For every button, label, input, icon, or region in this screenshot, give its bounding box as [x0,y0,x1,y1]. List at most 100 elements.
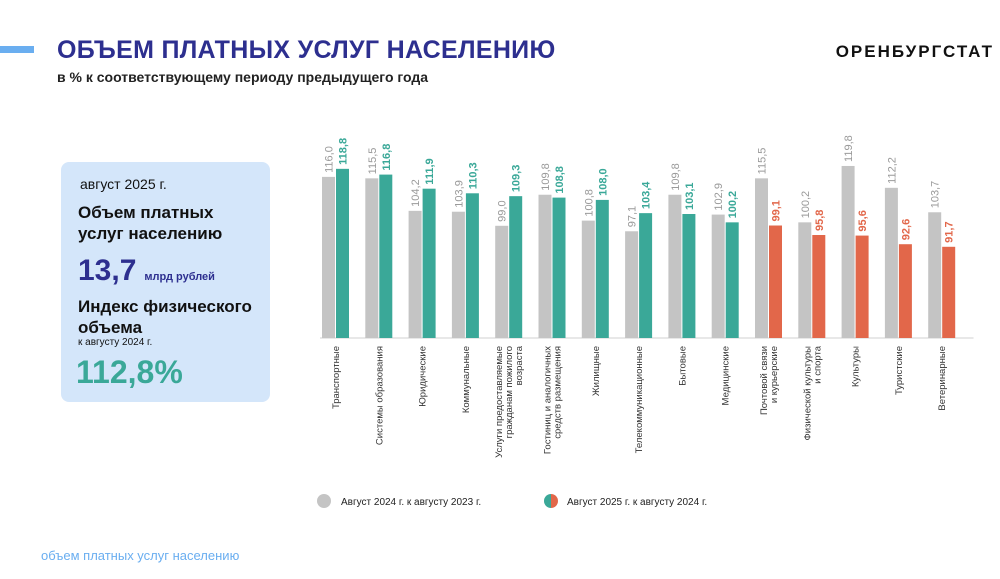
category-group: 102,9 100,2 Медицинские [711,183,739,405]
value-label-current: 116,8 [381,144,393,171]
page-title: ОБЪЕМ ПЛАТНЫХ УСЛУГ НАСЕЛЕНИЮ [57,36,556,64]
category-label: Физической культуры [802,346,813,441]
bar-prev-year [408,210,422,338]
page-subtitle: в % к соответствующему периоду предыдуще… [57,69,429,85]
value-label-prev: 99,0 [497,200,509,221]
category-group: 109,8 108,8 Гостиниц и аналогичных средств … [538,163,566,454]
org-logo-text: ОРЕНБУРГСТАТ [835,42,994,61]
value-label-current: 111,9 [424,158,436,184]
bar-current-year [639,213,653,338]
category-label: Гостиниц и аналогичных [543,346,554,454]
category-label: Услуги предоставляемые [494,346,505,458]
legend-marker-current-left [544,494,551,508]
bar-prev-year [365,178,379,338]
bar-prev-year [581,220,595,338]
category-group: 115,5 116,8 Системы образования [365,144,393,445]
bar-prev-year [668,194,682,338]
value-label-current: 100,2 [727,191,739,219]
bar-current-year [942,246,956,338]
bar-prev-year [538,194,552,338]
value-label-current: 92,6 [900,219,912,240]
category-label: Ветеринарные [937,346,948,411]
category-group: 115,5 99,1 Почтовой связи и курьерские [755,148,783,415]
value-label-prev: 115,5 [757,148,769,175]
bar-prev-year [625,231,639,338]
bar-current-year [855,235,869,338]
category-label: Медицинские [721,346,732,405]
category-label: Телекоммуникационные [634,346,645,453]
bar-current-year [465,193,479,338]
legend: Август 2024 г. к августу 2023 г. Август 2… [317,494,707,508]
category-group: 119,8 95,6 Культуры [841,135,869,387]
footer-caption: объем платных услуг населению [41,548,240,563]
category-label: Почтовой связи [759,346,770,415]
category-label: Туристские [894,346,905,395]
value-label-prev: 104,2 [410,179,422,207]
bar-prev-year [841,165,855,338]
category-group: 100,295,8 Физической культуры и спорта [798,191,826,441]
bar-current-year [422,188,436,338]
bar-prev-year [711,214,725,338]
category-label: Юридические [418,346,429,407]
bar-prev-year [755,178,768,338]
bar-current-year [336,168,349,338]
category-label: и спорта [812,345,823,383]
value-label-current: 108,8 [554,166,566,194]
value-label-prev: 100,2 [800,191,812,219]
card-note: к августу 2024 г. [78,337,153,348]
card-period: август 2025 г. [80,176,167,192]
bar-current-year [379,174,393,338]
value-label-prev: 116,0 [324,146,336,173]
category-label: и курьерские [769,346,780,403]
value-label-prev: 97,1 [627,206,639,227]
value-label-current: 99,1 [771,200,783,221]
bar-prev-year [798,222,812,338]
card-value-row: 13,7 млрд рублей [78,254,215,288]
category-group: 103,791,7 Ветеринарные [928,181,956,411]
bar-current-year [812,235,826,338]
category-label: Бытовые [677,346,688,386]
value-label-prev: 103,9 [453,180,465,208]
value-label-prev: 109,8 [670,163,682,191]
value-label-current: 95,8 [814,210,826,231]
value-label-prev: 115,5 [367,148,379,175]
summary-card: август 2025 г. Объем платных услуг насел… [61,162,270,402]
value-label-current: 103,1 [684,182,696,210]
bar-prev-year [322,176,335,338]
bar-current-year [682,214,696,338]
card-index-value: 112,8% [76,354,183,390]
bar-prev-year [495,225,509,338]
value-label-prev: 100,8 [583,189,595,217]
bar-current-year [769,225,782,338]
category-label: Жилищные [591,346,602,396]
bar-current-year [725,222,739,338]
value-label-prev: 112,2 [886,157,898,184]
value-label-current: 108,0 [597,168,609,196]
value-label-current: 110,3 [467,162,479,189]
bar-current-year [509,196,523,338]
category-label: средств размещения [553,346,564,439]
category-label: Коммунальные [461,346,472,413]
card-value: 13,7 [78,254,137,287]
bar-current-year [595,199,609,338]
card-metric-volume: Объем платных услуг населению [78,203,223,243]
value-label-prev: 102,9 [713,183,725,211]
legend-marker-current-right [551,494,558,508]
card-unit: млрд рублей [144,271,215,283]
bar-prev-year [884,187,898,338]
value-label-prev: 103,7 [930,181,942,209]
value-label-prev: 119,8 [843,135,855,162]
bar-prev-year [928,212,942,338]
bar-current-year [552,197,566,338]
bar-prev-year [451,211,465,338]
value-label-current: 109,3 [511,165,523,193]
card-metric-index: Индекс физического объема [78,297,252,337]
value-label-current: 91,7 [944,221,956,242]
value-label-prev: 109,8 [540,163,552,191]
